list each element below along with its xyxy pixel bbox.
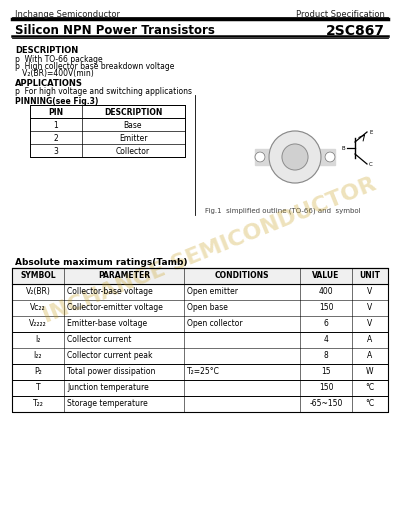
Text: 2SC867: 2SC867 <box>326 24 385 38</box>
Text: Collector current peak: Collector current peak <box>67 351 152 360</box>
Text: Junction temperature: Junction temperature <box>67 383 149 392</box>
Text: CONDITIONS: CONDITIONS <box>215 271 269 280</box>
Text: INCHANGE SEMICONDUCTOR: INCHANGE SEMICONDUCTOR <box>40 174 380 326</box>
Text: C: C <box>369 163 373 167</box>
Circle shape <box>282 144 308 170</box>
Text: 1: 1 <box>54 121 58 130</box>
Text: Product Specification: Product Specification <box>296 10 385 19</box>
Text: Total power dissipation: Total power dissipation <box>67 367 155 376</box>
Circle shape <box>325 152 335 162</box>
Text: P₂: P₂ <box>34 367 42 376</box>
Text: Storage temperature: Storage temperature <box>67 399 148 408</box>
Text: 2: 2 <box>54 134 58 143</box>
Text: V₂₂₂₂: V₂₂₂₂ <box>29 319 47 328</box>
Text: 15: 15 <box>321 367 331 376</box>
Text: °C: °C <box>366 399 374 408</box>
Text: A: A <box>367 351 373 360</box>
Text: B: B <box>341 147 345 151</box>
Text: I₂: I₂ <box>35 335 41 344</box>
Text: Collector-base voltage: Collector-base voltage <box>67 287 153 296</box>
Text: Collector current: Collector current <box>67 335 131 344</box>
Text: T₂=25°C: T₂=25°C <box>187 367 220 376</box>
Text: 6: 6 <box>324 319 328 328</box>
Text: T₂₂: T₂₂ <box>32 399 44 408</box>
Text: APPLICATIONS: APPLICATIONS <box>15 79 83 88</box>
Text: p  High collector base breakdown voltage: p High collector base breakdown voltage <box>15 62 174 71</box>
Text: p  With TO-66 package: p With TO-66 package <box>15 55 103 64</box>
Text: Silicon NPN Power Transistors: Silicon NPN Power Transistors <box>15 24 215 37</box>
Text: V₂(BR)=400V(min): V₂(BR)=400V(min) <box>15 69 94 78</box>
Text: PARAMETER: PARAMETER <box>98 271 150 280</box>
Text: V₂(BR): V₂(BR) <box>26 287 50 296</box>
Circle shape <box>255 152 265 162</box>
Text: Open base: Open base <box>187 303 228 312</box>
Text: W: W <box>366 367 374 376</box>
Text: Inchange Semiconductor: Inchange Semiconductor <box>15 10 120 19</box>
Text: Absolute maximum ratings(Tamb): Absolute maximum ratings(Tamb) <box>15 258 188 267</box>
Text: Base: Base <box>124 121 142 130</box>
Text: -65~150: -65~150 <box>309 399 343 408</box>
Text: 400: 400 <box>319 287 333 296</box>
Text: Emitter-base voltage: Emitter-base voltage <box>67 319 147 328</box>
Text: V: V <box>367 287 373 296</box>
Text: V: V <box>367 319 373 328</box>
Text: T: T <box>36 383 40 392</box>
Text: Vc₂₂: Vc₂₂ <box>30 303 46 312</box>
Bar <box>12 268 388 412</box>
Text: E: E <box>369 131 372 136</box>
Text: Fig.1  simplified outline (TO-66) and  symbol: Fig.1 simplified outline (TO-66) and sym… <box>205 208 361 214</box>
Text: Collector: Collector <box>116 147 150 156</box>
Text: VALUE: VALUE <box>312 271 340 280</box>
Text: V: V <box>367 303 373 312</box>
Text: 150: 150 <box>319 303 333 312</box>
Text: I₂₂: I₂₂ <box>34 351 42 360</box>
Text: Collector-emitter voltage: Collector-emitter voltage <box>67 303 163 312</box>
Bar <box>12 268 388 284</box>
Text: p  For high voltage and switching applications: p For high voltage and switching applica… <box>15 87 192 96</box>
Text: SYMBOL: SYMBOL <box>20 271 56 280</box>
Text: DESCRIPTION: DESCRIPTION <box>15 46 78 55</box>
Text: PINNING(see Fig.3): PINNING(see Fig.3) <box>15 97 98 106</box>
Bar <box>30 105 185 157</box>
Text: Open emitter: Open emitter <box>187 287 238 296</box>
Text: °C: °C <box>366 383 374 392</box>
Text: UNIT: UNIT <box>360 271 380 280</box>
Text: 8: 8 <box>324 351 328 360</box>
Text: Open collector: Open collector <box>187 319 243 328</box>
Text: PIN: PIN <box>48 108 64 117</box>
Text: 4: 4 <box>324 335 328 344</box>
Circle shape <box>269 131 321 183</box>
Text: A: A <box>367 335 373 344</box>
FancyBboxPatch shape <box>255 149 335 165</box>
Text: Emitter: Emitter <box>119 134 147 143</box>
Text: DESCRIPTION: DESCRIPTION <box>104 108 162 117</box>
Text: 150: 150 <box>319 383 333 392</box>
Text: 3: 3 <box>54 147 58 156</box>
